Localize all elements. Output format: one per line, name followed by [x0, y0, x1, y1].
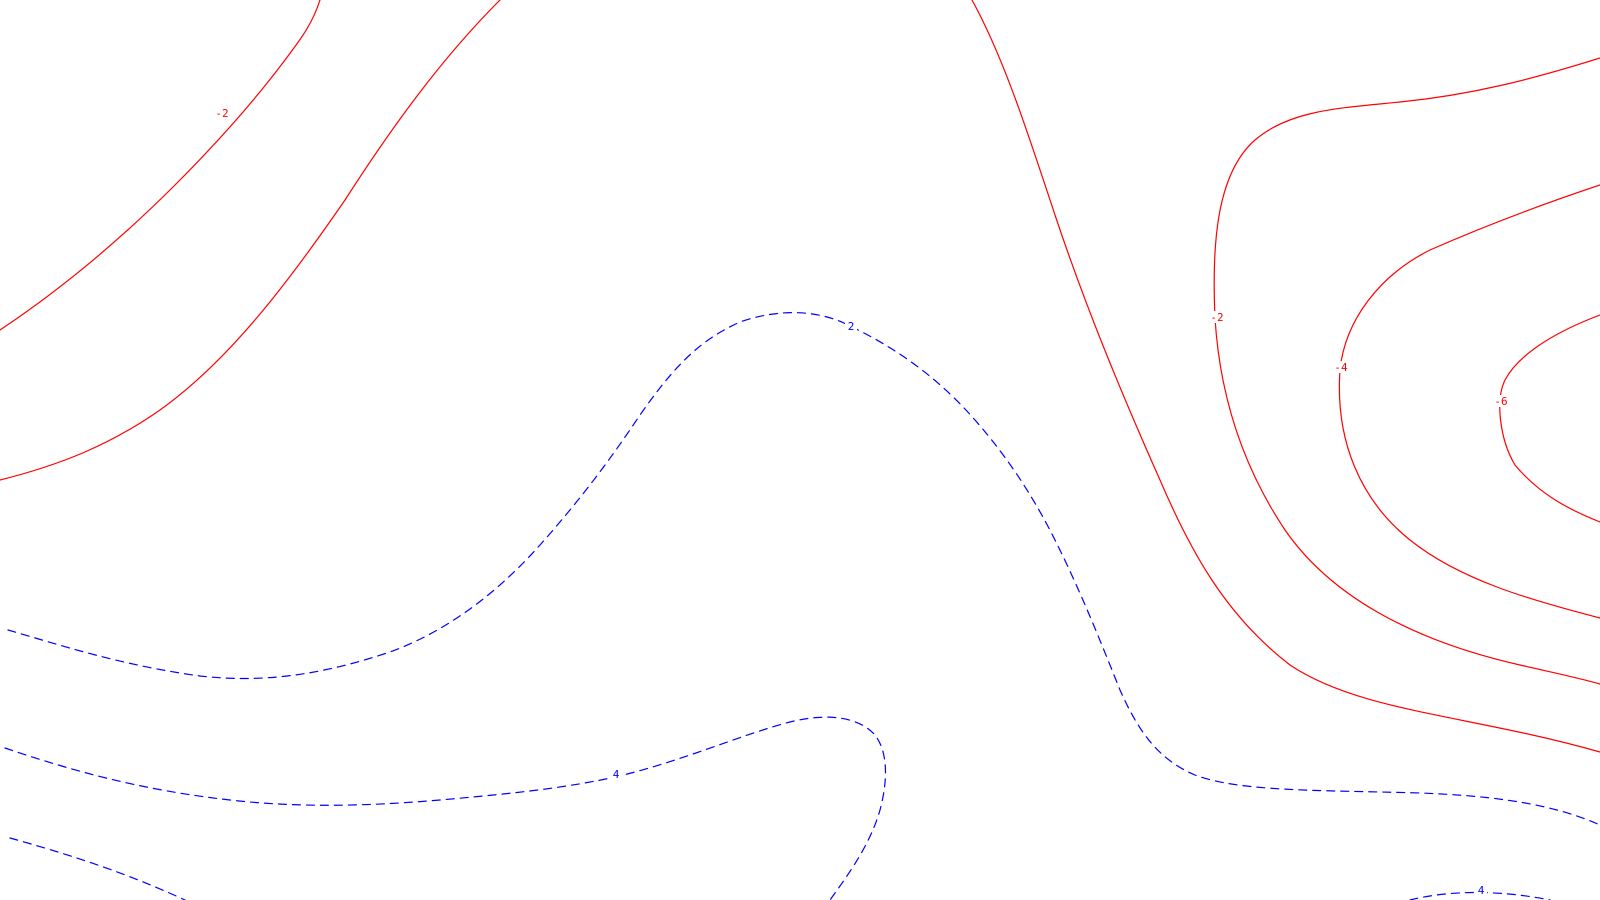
label-neg2-top-left: -2	[215, 107, 229, 120]
label-neg4-right: -4	[1334, 361, 1348, 374]
contour-neg2-far-right	[1213, 57, 1600, 685]
label-pos4-bottom-right: 4	[1475, 884, 1487, 897]
label-neg6-right: -6	[1494, 395, 1508, 408]
label-pos2-center: 2	[845, 320, 857, 333]
svg-text:4: 4	[1478, 884, 1485, 897]
label-neg2-right: -2	[1210, 311, 1224, 324]
contour-neg2-right	[971, 0, 1600, 753]
contour-pos4-bottom-left	[9, 837, 186, 900]
contour-neg4-right	[1338, 184, 1600, 619]
svg-text:-4: -4	[1334, 361, 1348, 374]
contour-neg2-upper-left	[0, 0, 321, 331]
svg-text:4: 4	[613, 768, 620, 781]
contour-pos4-bottom-right	[1409, 891, 1551, 900]
contour-neg6-right	[1499, 314, 1600, 523]
label-pos4-bottom: 4	[610, 768, 622, 781]
contour-pos2	[7, 312, 1600, 826]
svg-text:-2: -2	[1210, 311, 1223, 324]
contour-neg2-lower-left	[0, 0, 501, 481]
svg-text:2: 2	[848, 320, 855, 333]
svg-text:-2: -2	[215, 107, 228, 120]
svg-text:-6: -6	[1494, 395, 1507, 408]
contour-pos4-left	[4, 716, 887, 900]
